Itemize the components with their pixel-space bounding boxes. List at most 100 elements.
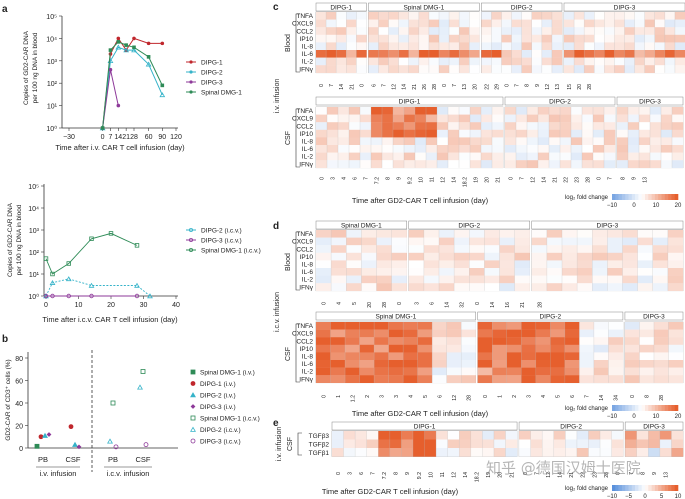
d-csf-cell <box>374 322 389 330</box>
c-csf-cell <box>426 160 438 168</box>
d-blood-cell <box>577 245 593 253</box>
c-blood-cell <box>574 12 585 20</box>
d-csf-cell <box>330 337 346 345</box>
c-blood-cell <box>521 12 532 20</box>
d-blood-cell <box>439 252 455 261</box>
c-csf-cell <box>382 137 394 146</box>
c-blood-cell <box>674 12 685 20</box>
e-cell <box>332 448 344 457</box>
c-blood-cell <box>541 34 553 43</box>
c-blood-cell <box>481 57 492 66</box>
d-csf-cell <box>593 352 609 361</box>
c-csf-tick-label: 0 <box>509 177 515 180</box>
b-ytick-label: 80 <box>15 356 23 363</box>
c-csf-cell <box>415 129 427 138</box>
b-point <box>68 424 74 430</box>
c-blood-tick-label: 8 <box>525 84 531 87</box>
e-scale-swatch <box>664 485 669 491</box>
c-blood-cell <box>574 27 585 35</box>
d-blood-cell <box>667 283 684 291</box>
d-csf-cell <box>477 322 493 330</box>
c-csf-cell <box>672 122 684 130</box>
c-blood-cell <box>418 57 430 66</box>
d-csf-cell <box>359 337 375 345</box>
d-scale-swatch <box>621 405 626 411</box>
c-csf-cell <box>415 145 427 153</box>
c-csf-cell <box>415 137 427 146</box>
e-cell <box>648 448 661 457</box>
c-blood-cell <box>336 34 347 43</box>
a2-point <box>50 293 55 299</box>
c-blood-cell <box>368 65 379 73</box>
e-cell <box>611 431 624 440</box>
c-blood-cell <box>501 65 512 73</box>
d-csf-cell <box>345 352 360 361</box>
c-blood-cell <box>604 50 615 58</box>
c-blood-tick-label: 28 <box>432 84 438 90</box>
c-blood-cell <box>551 27 563 35</box>
e-header-box <box>624 421 684 431</box>
d-blood-cell <box>408 230 425 238</box>
c-csf-cell <box>516 145 528 153</box>
d-csf-tick-label: 8 <box>645 395 651 398</box>
c-blood-cell <box>491 57 502 66</box>
c-blood-cell <box>521 27 532 35</box>
a1-point <box>108 48 113 52</box>
b-point <box>76 444 82 450</box>
c-blood-cell <box>336 57 347 66</box>
c-csf-cell <box>437 107 449 115</box>
d-blood-row-label: CXCL9 <box>292 239 313 246</box>
b-legend-label: DIPG-3 (i.v.) <box>200 404 236 411</box>
d-blood-cell <box>499 245 515 253</box>
c-csf-cell <box>505 160 517 168</box>
e-header-label: DIPG-3 <box>643 424 665 431</box>
d-blood-cell <box>514 237 530 246</box>
e-cell <box>470 431 483 440</box>
c-csf-cell <box>349 152 361 161</box>
a2-point <box>89 293 94 299</box>
d-blood-cell <box>514 252 530 261</box>
d-blood-cell <box>531 268 548 276</box>
d-blood-cell <box>546 275 563 284</box>
d-csf-cell <box>432 352 447 361</box>
d-blood-cell <box>423 245 440 253</box>
c-csf-cell <box>549 160 561 168</box>
e-xlabel: Time after GD2-CAR T cell infusion (day) <box>322 487 459 496</box>
d-blood-cell <box>408 252 425 261</box>
c-blood-cell <box>584 34 595 43</box>
d-csf-cell <box>535 352 551 361</box>
c-blood-cell <box>501 34 512 43</box>
e-cell <box>389 431 402 440</box>
b-group-label: CSF <box>66 455 81 464</box>
c-csf-cell <box>470 145 482 153</box>
c-csf-cell <box>516 152 528 161</box>
d-blood-cell <box>562 230 578 238</box>
d-csf-cell <box>388 375 404 383</box>
c-csf-cell <box>661 137 673 146</box>
c-blood-cell <box>664 19 676 28</box>
d-csf-cell <box>417 344 433 353</box>
d-blood-cell <box>607 245 623 253</box>
c-csf-cell <box>617 114 629 123</box>
d-csf-cell <box>593 337 609 345</box>
e-tick-label: 6 <box>359 472 365 475</box>
c-csf-cell <box>650 114 662 123</box>
d-csf-cell <box>639 375 655 383</box>
c-csf-cell <box>538 107 550 115</box>
d-csf-cell <box>550 322 566 330</box>
d-csf-row-label: IL-6 <box>302 361 314 368</box>
e-scale-swatch <box>615 485 619 491</box>
c-blood-cell <box>481 12 492 20</box>
d-csf-cell <box>432 360 447 368</box>
c-blood-cell <box>316 42 327 51</box>
c-blood-cell <box>511 19 522 28</box>
c-blood-cell <box>604 12 615 20</box>
b-ytick-label: 60 <box>15 379 23 386</box>
c-blood-header-label: DIPG-3 <box>614 5 636 12</box>
c-blood-tick-label: 29 <box>494 84 500 90</box>
e-cell <box>565 448 578 457</box>
d-scale-swatch <box>615 405 619 411</box>
c-csf-cell <box>505 122 517 130</box>
c-scale-swatch <box>615 194 619 200</box>
panel-label-a: a <box>2 4 8 15</box>
